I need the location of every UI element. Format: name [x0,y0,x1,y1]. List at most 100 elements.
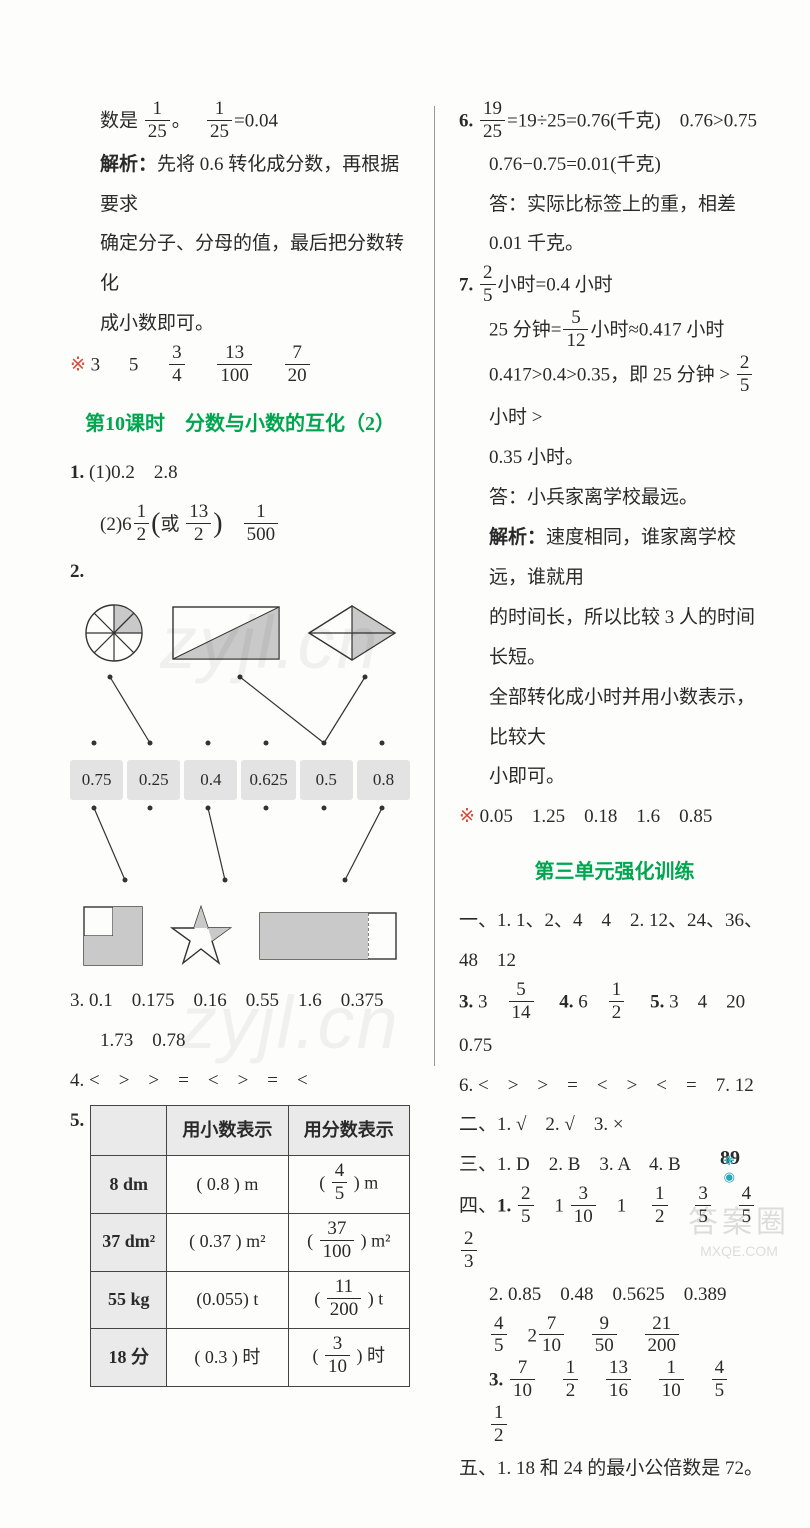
table-row: 8 dm ( 0.8 ) m ( 45 ) m [91,1156,410,1214]
analysis-line: 全部转化成小时并用小数表示，比较大 [459,678,770,758]
star-line-right: ※ ※ 0.05 1.25 0.18 1.6 0.850.05 1.25 0.1… [459,797,770,837]
row-header: 37 dm² [91,1214,167,1272]
text: 0.417>0.4>0.35，即 25 分钟 > [489,364,735,385]
num-box: 0.75 [70,760,123,800]
text: 小时=0.4 小时 [498,275,613,296]
fraction: 45 [739,1183,755,1228]
th-decimal: 用小数表示 [167,1105,288,1156]
q2-lines-top [70,673,410,743]
fraction: 125 [145,98,170,143]
fraction: 25 [480,262,496,307]
th-empty [91,1105,167,1156]
q6-answer: 答：实际比标签上的重，相差 0.01 千克。 [459,185,770,265]
q2: 2. [70,552,410,592]
q2-bottom-shapes [70,901,410,971]
cell: ( 37100 ) m² [288,1214,409,1272]
column-divider [434,106,435,1066]
q7-line4: 0.35 小时。 [459,438,770,478]
cell: ( 0.8 ) m [167,1156,288,1214]
fraction: 110 [659,1357,684,1402]
s1-1: 一、1. 1、2、4 4 2. 12、24、36、48 12 [459,901,770,981]
text: 小时≈0.417 小时 [590,320,724,341]
cell: ( 0.3 ) 时 [167,1329,288,1387]
star-icon: ※ [459,806,475,827]
analysis-label: 解析： [100,154,157,175]
row-header: 8 dm [91,1156,167,1214]
q7-line1: 7. 25小时=0.4 小时 [459,264,770,309]
fraction: 125 [207,98,232,143]
q4: 4. < > > = < > = < [70,1061,410,1101]
analysis-line: 成小数即可。 [70,304,410,344]
text: 25 分钟= [489,320,561,341]
s4-1: 四、1. 25 1 310 1 12 35 45 23 [459,1185,770,1274]
num-box: 0.25 [127,760,180,800]
pie-icon [83,602,145,664]
fraction: 720 [285,342,310,387]
fraction: 25 [737,352,753,397]
star-icon: ※ [70,355,86,376]
line-1: 数是 125。 125=0.04 [70,100,410,145]
text: 5 [129,355,139,376]
fraction: 23 [461,1228,477,1273]
lesson-title: 第10课时 分数与小数的互化（2） [70,403,410,445]
cell: ( 0.37 ) m² [167,1214,288,1272]
fraction: 12 [609,979,625,1024]
triangle-in-rect-icon [171,605,281,661]
row-header: 18 分 [91,1329,167,1387]
s5: 五、1. 18 和 24 的最小公倍数是 72。 [459,1449,770,1489]
q7-answer: 答：小兵家离学校最远。 [459,478,770,518]
fraction: 12 [652,1183,668,1228]
analysis-label: 解析： [489,527,546,548]
num-box: 0.5 [300,760,353,800]
q1-1: 1. (1)0.2 2.8 [70,453,410,493]
s4-2: 2. 0.85 0.48 0.5625 0.389 [459,1275,770,1315]
fraction: 45 [491,1313,507,1358]
num-box: 0.4 [184,760,237,800]
q7-line3: 0.417>0.4>0.35，即 25 分钟 > 25 小时 > [459,354,770,439]
th-fraction: 用分数表示 [288,1105,409,1156]
grid-2x2-icon [82,905,144,967]
fraction: 13100 [217,342,252,387]
fraction: 12 [134,501,150,546]
q2-label: 2. [70,561,84,582]
fraction: 710 [539,1313,564,1358]
analysis-line: 小即可。 [459,757,770,797]
fraction: 710 [510,1357,535,1402]
q3b: 1.73 0.78 [70,1021,410,1061]
table-row: 18 分 ( 0.3 ) 时 ( 310 ) 时 [91,1329,410,1387]
page-ornament: ❋◉ [724,1153,735,1185]
q7-line2: 25 分钟=512小时≈0.417 小时 [459,309,770,354]
analysis: 解析：速度相同，谁家离学校远，谁就用 [459,518,770,598]
analysis: 解析：先将 0.6 转化成分数，再根据要求 [70,145,410,225]
unit-title: 第三单元强化训练 [459,851,770,893]
q5: 5. 用小数表示 用分数表示 8 dm ( 0.8 ) m ( 45 ) m 3… [70,1101,410,1388]
fraction: 514 [509,979,534,1024]
s1-6-7: 6. < > > = < > < = 7. 12 [459,1066,770,1106]
table-row: 37 dm² ( 0.37 ) m² ( 37100 ) m² [91,1214,410,1272]
fraction: 512 [563,307,588,352]
s4-3: 3. 710 12 1316 110 45 12 [459,1359,770,1448]
q3a: 3. 0.1 0.175 0.16 0.55 1.6 0.375 [70,981,410,1021]
text: 3 [91,355,101,376]
q2-numbers: 0.75 0.25 0.4 0.625 0.5 0.8 [70,760,410,800]
text: (2)6 [100,514,132,535]
star-line: ※ 3 5 34 13100 720 [70,344,410,389]
q2-lines-bottom [70,802,410,882]
fraction: 132 [186,501,211,546]
s4-2b: 45 2710 950 21200 [459,1315,770,1360]
bar-5-icon [258,911,398,961]
analysis-line: 确定分子、分母的值，最后把分数转化 [70,224,410,304]
star-icon [168,903,234,969]
q5-label: 5. [70,1101,84,1141]
fraction: 1925 [480,98,505,143]
right-column: 6. 1925=19÷25=0.76(千克) 0.76>0.75 0.76−0.… [445,100,770,1488]
fraction: 1500 [244,501,279,546]
cell: ( 45 ) m [288,1156,409,1214]
fraction: 950 [592,1313,617,1358]
fraction: 310 [571,1183,596,1228]
q6-line1: 6. 1925=19÷25=0.76(千克) 0.76>0.75 [459,100,770,145]
fraction: 45 [712,1357,728,1402]
num-box: 0.625 [241,760,295,800]
q1-2: (2)612(或 132) 1500 [70,493,410,552]
fraction: 25 [518,1183,534,1228]
